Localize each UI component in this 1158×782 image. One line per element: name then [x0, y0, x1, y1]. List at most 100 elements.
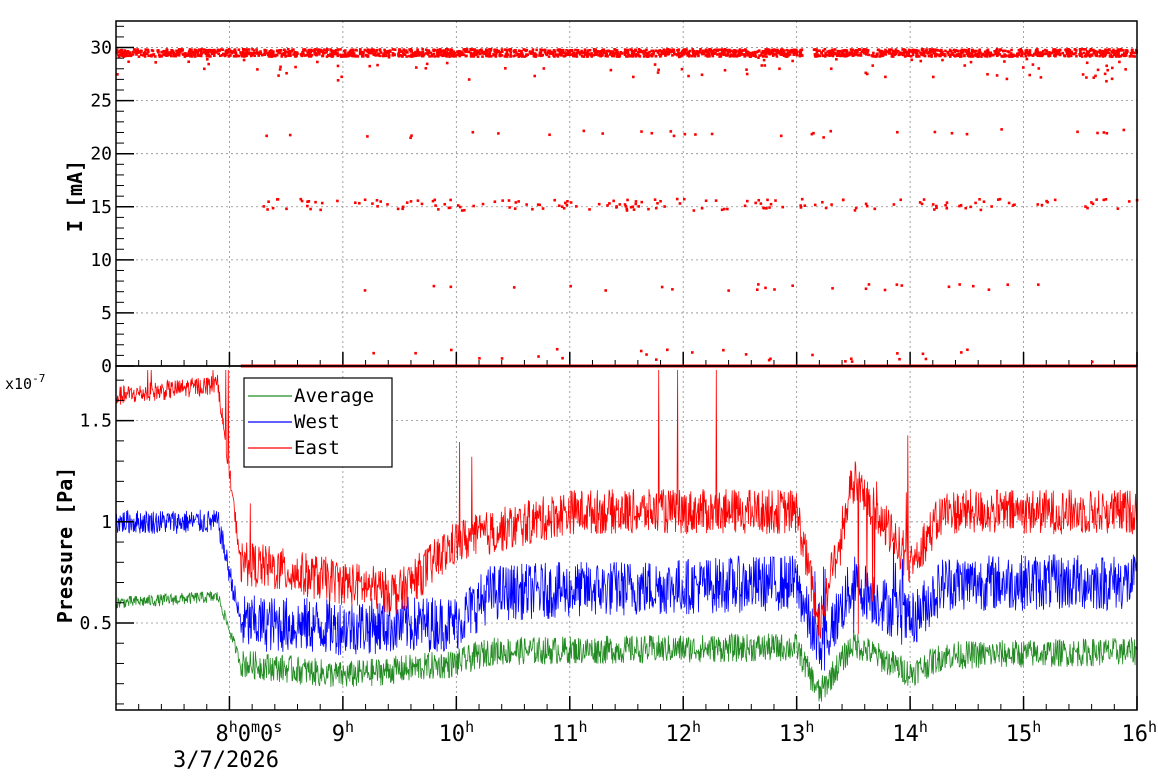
current-point [998, 53, 1001, 56]
current-point [652, 50, 655, 54]
time-tick-label: 10h [439, 718, 475, 747]
current-point [445, 53, 449, 57]
current-point [160, 54, 164, 58]
current-point [907, 50, 910, 54]
current-point [821, 200, 824, 204]
current-point [754, 53, 757, 57]
current-point [1122, 128, 1126, 132]
current-point [798, 54, 802, 58]
current-point [864, 71, 868, 75]
current-point [726, 53, 730, 56]
current-point [1009, 52, 1013, 55]
current-point [843, 54, 846, 58]
current-point [840, 53, 843, 56]
current-point [210, 50, 214, 54]
current-point [863, 51, 866, 55]
current-point [833, 48, 837, 51]
current-point [1050, 51, 1053, 55]
current-point [784, 55, 788, 58]
current-point [1117, 50, 1120, 53]
current-point [930, 55, 933, 58]
current-point [644, 54, 648, 57]
legend-label-east: East [294, 437, 340, 459]
current-point [898, 51, 902, 54]
current-point [366, 48, 370, 51]
current-point [929, 53, 933, 56]
current-point [723, 207, 726, 211]
current-point [387, 55, 391, 59]
current-point [514, 201, 518, 204]
current-point [629, 205, 633, 209]
current-point [1013, 203, 1016, 207]
current-point [861, 48, 865, 52]
current-point [766, 51, 770, 54]
current-point [520, 52, 524, 55]
current-point [771, 48, 775, 52]
pressure-line-west [115, 509, 1137, 671]
current-point [841, 198, 845, 202]
current-point [284, 55, 287, 58]
current-point [117, 55, 121, 58]
current-point [961, 51, 965, 54]
current-point [1091, 202, 1095, 206]
current-point [865, 53, 868, 56]
current-point [449, 285, 453, 289]
current-point [606, 204, 609, 207]
current-point [1020, 54, 1023, 57]
current-point [1110, 50, 1114, 53]
current-point [617, 55, 621, 58]
current-point [373, 52, 377, 56]
current-point [401, 207, 404, 211]
current-point [565, 49, 568, 52]
current-point [370, 48, 374, 52]
current-point [207, 50, 210, 54]
current-point [462, 48, 466, 51]
current-point [643, 49, 646, 53]
current-point [880, 51, 883, 54]
current-point [170, 51, 173, 55]
current-point [742, 53, 746, 56]
current-point [263, 50, 267, 54]
current-point [398, 48, 401, 51]
current-point [124, 50, 128, 54]
current-point [559, 54, 563, 57]
current-point [704, 54, 708, 57]
current-point [824, 206, 828, 210]
current-point [951, 52, 954, 55]
current-point [963, 64, 967, 67]
current-point [994, 52, 997, 55]
current-point [765, 55, 768, 58]
current-point [659, 199, 662, 203]
current-y-ticks: 0 5 10 15 20 25 30 [90, 25, 134, 377]
current-point [256, 50, 259, 54]
current-point [646, 55, 650, 58]
current-point [318, 52, 321, 56]
current-point [576, 49, 580, 52]
current-point [845, 52, 848, 56]
current-point [597, 202, 601, 206]
current-point [810, 132, 814, 136]
pressure-y-tick-label: 1.5 [79, 411, 112, 432]
current-point [198, 54, 201, 57]
current-point [1069, 51, 1073, 55]
current-point [904, 50, 908, 54]
current-point [726, 207, 729, 211]
current-point [947, 285, 951, 289]
current-point [966, 49, 969, 53]
current-point [978, 197, 981, 201]
current-point [823, 55, 827, 58]
current-point [375, 48, 379, 52]
current-point [693, 54, 697, 58]
current-point [545, 53, 549, 57]
current-point [560, 205, 564, 208]
current-point [1106, 48, 1109, 52]
current-point [1034, 49, 1038, 53]
current-point [768, 206, 771, 209]
current-point [733, 48, 736, 52]
current-point [115, 48, 119, 52]
current-point [881, 54, 885, 58]
current-point [415, 53, 419, 57]
current-point [505, 55, 509, 58]
current-point [215, 51, 218, 54]
current-point [884, 48, 887, 52]
